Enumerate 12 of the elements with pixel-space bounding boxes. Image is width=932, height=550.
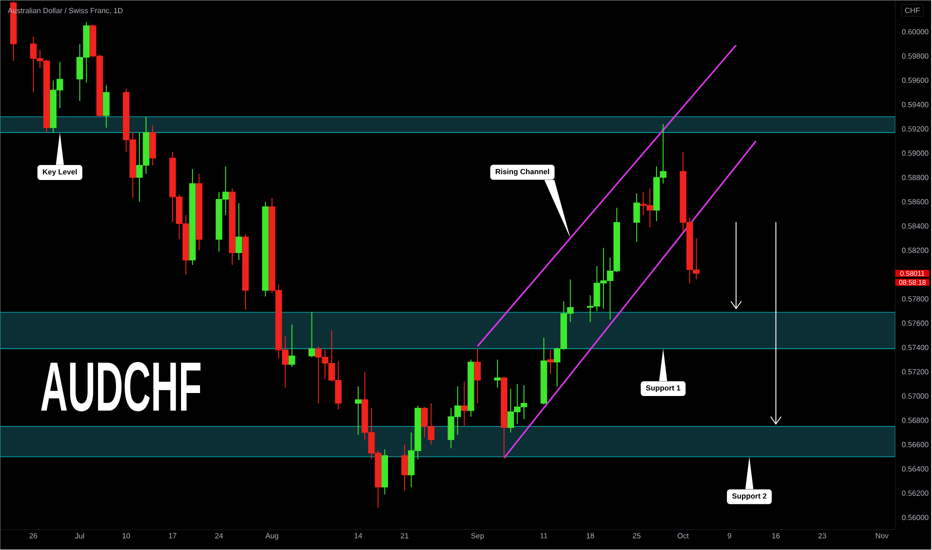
candlestick: [633, 193, 640, 242]
candlestick: [102, 84, 110, 128]
candlestick: [401, 444, 408, 492]
candlestick: [236, 202, 242, 261]
candlestick: [288, 324, 296, 368]
annotation: AUDCHF: [41, 362, 200, 412]
candlestick: [494, 359, 501, 388]
candlestick: [354, 386, 362, 436]
candlestick: [474, 348, 481, 404]
candlestick: [308, 312, 316, 358]
candlestick: [460, 381, 468, 428]
candlestick: [547, 350, 554, 375]
